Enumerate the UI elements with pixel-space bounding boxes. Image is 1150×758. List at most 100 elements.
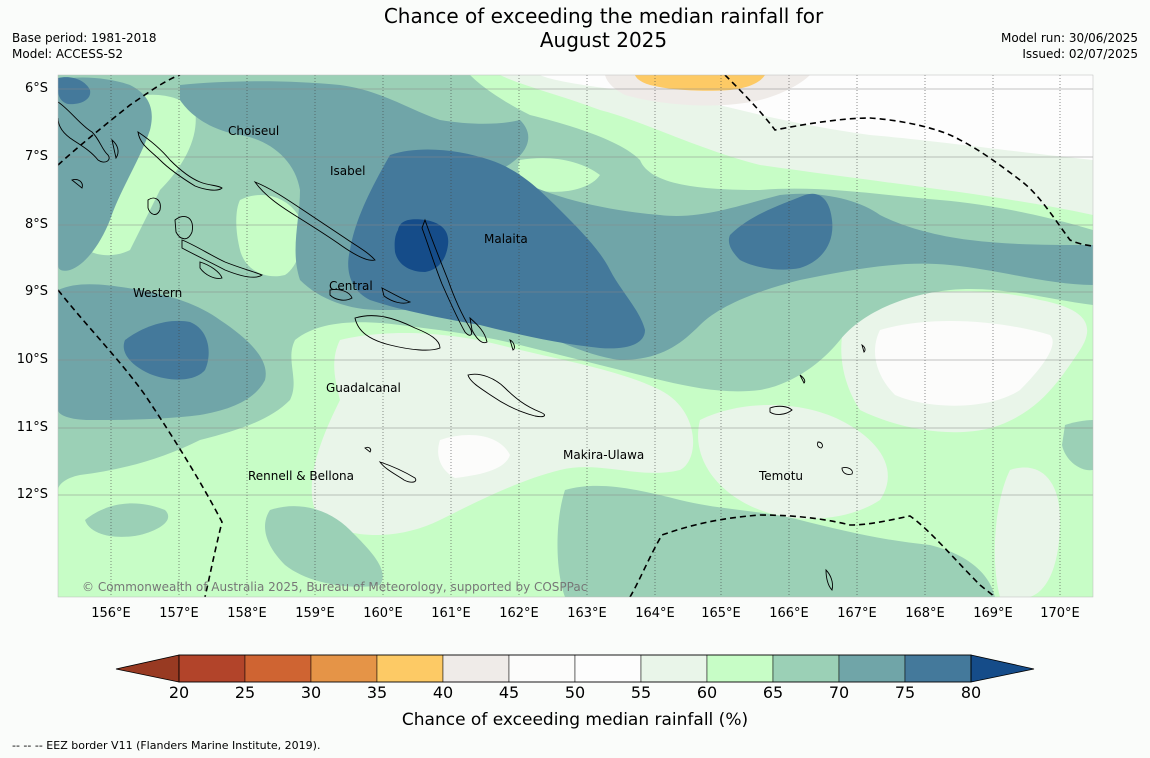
island-duff <box>799 374 806 384</box>
base-period: Base period: 1981-2018 <box>12 31 157 45</box>
lon-label: 158°E <box>227 606 267 621</box>
island-vanikoro <box>841 467 853 475</box>
colorbar-cell <box>706 654 774 683</box>
island-kolombangara <box>174 216 193 240</box>
colorbar-tick: 50 <box>564 683 586 702</box>
zone-75-80-western <box>123 320 209 380</box>
colorbar-tick: 25 <box>234 683 256 702</box>
region-label-malaita: Malaita <box>484 232 528 246</box>
zone-60-65-isabel <box>236 195 302 277</box>
model-name: Model: ACCESS-S2 <box>12 47 124 61</box>
lon-label: 162°E <box>499 606 539 621</box>
island-rendova <box>199 261 223 279</box>
zone-75-80-malaita <box>348 149 645 349</box>
island-bougainville <box>58 101 110 163</box>
colorbar-cell <box>244 654 312 683</box>
lon-label: 166°E <box>769 606 809 621</box>
colorbar-tick: 35 <box>366 683 388 702</box>
colorbar-tick: 30 <box>300 683 322 702</box>
map-title: Chance of exceeding the median rainfall … <box>0 4 1150 52</box>
lon-label: 159°E <box>295 606 335 621</box>
colorbar-cell <box>376 654 444 683</box>
zone-65-70-south <box>557 485 995 597</box>
colorbar-tick: 60 <box>696 683 718 702</box>
colorbar-tick: 20 <box>168 683 190 702</box>
island-outlines <box>58 101 866 591</box>
colorbar <box>115 654 1035 683</box>
lon-label: 169°E <box>973 606 1013 621</box>
lat-label: 7°S <box>24 149 48 164</box>
colorbar-frame <box>178 654 972 683</box>
zone-55-60-southeast <box>994 467 1060 597</box>
zone-75-80-nw <box>58 77 91 105</box>
region-label-central: Central <box>329 279 373 293</box>
colorbar-tick: 70 <box>828 683 850 702</box>
region-label-temotu: Temotu <box>759 469 804 483</box>
colorbar-tick: 45 <box>498 683 520 702</box>
zone-65-70-east-edge <box>1062 420 1093 471</box>
zone-65-70-southwest <box>265 506 383 587</box>
eez-north-west <box>58 75 181 166</box>
map-title-line2: August 2025 <box>539 28 668 52</box>
region-label-choiseul: Choiseul <box>228 124 280 138</box>
lon-label: 167°E <box>837 606 877 621</box>
zone-45-50-east <box>875 320 1053 406</box>
region-label-rennell-bellona: Rennell & Bellona <box>248 469 355 483</box>
colorbar-tick: 40 <box>432 683 454 702</box>
colorbar-tick: 65 <box>762 683 784 702</box>
island-shortland <box>71 179 83 189</box>
colorbar-cell <box>442 654 510 683</box>
lat-label: 11°S <box>16 420 48 435</box>
eez-border <box>58 75 1093 597</box>
island-vella-lavella <box>147 197 161 215</box>
island-santa-cruz <box>769 405 793 415</box>
island-choiseul <box>137 131 223 191</box>
colorbar-cell <box>178 654 246 683</box>
lat-label: 8°S <box>24 217 48 232</box>
island-nggela <box>381 287 412 304</box>
zone-above-80 <box>394 219 449 272</box>
lon-label: 161°E <box>431 606 471 621</box>
eez-legend-footer: -- -- -- EEZ border V11 (Flanders Marine… <box>12 739 321 752</box>
region-label-guadalcanal: Guadalcanal <box>326 381 401 395</box>
island-guadalcanal <box>354 315 441 351</box>
zone-75-80-east <box>728 193 833 270</box>
lon-label: 157°E <box>159 606 199 621</box>
colorbar-high-extension <box>970 654 1035 683</box>
island-bellona <box>364 446 372 453</box>
colorbar-tick: 80 <box>960 683 982 702</box>
island-treasury <box>111 138 119 160</box>
colorbar-cells <box>178 654 972 683</box>
region-label-isabel: Isabel <box>330 164 366 178</box>
model-run: Model run: 30/06/2025 <box>1000 31 1138 45</box>
lon-label: 156°E <box>91 606 131 621</box>
island-utupua <box>817 441 823 449</box>
lon-label: 165°E <box>701 606 741 621</box>
eez-south-west <box>58 289 223 597</box>
colorbar-cell <box>310 654 378 683</box>
lon-label: 164°E <box>635 606 675 621</box>
zone-35-40-north <box>635 75 765 91</box>
zone-60-65-north-central <box>518 158 600 192</box>
island-russell <box>329 289 353 301</box>
eez-south-east <box>629 514 996 597</box>
longitude-gridlines <box>110 75 1061 597</box>
latitude-gridlines <box>58 88 1093 496</box>
map-frame <box>57 74 1094 598</box>
island-rennell <box>378 461 417 483</box>
rainfall-map <box>58 75 1093 597</box>
map-title-line1: Chance of exceeding the median rainfall … <box>383 4 824 28</box>
lat-label: 10°S <box>16 352 48 367</box>
zone-70-75-nw <box>58 77 152 271</box>
region-label-makira-ulawa: Makira-Ulawa <box>563 448 645 462</box>
lat-label: 12°S <box>16 487 48 502</box>
colorbar-low-extension <box>115 654 180 683</box>
island-tikopia <box>861 343 866 353</box>
zone-55-60-temotu <box>698 405 888 519</box>
lat-label: 6°S <box>24 81 48 96</box>
lon-label: 163°E <box>567 606 607 621</box>
meta-right: Model run: 30/06/2025 Issued: 02/07/2025 <box>1001 30 1138 62</box>
island-new-georgia <box>181 239 263 278</box>
issued-date: Issued: 02/07/2025 <box>1022 47 1138 61</box>
